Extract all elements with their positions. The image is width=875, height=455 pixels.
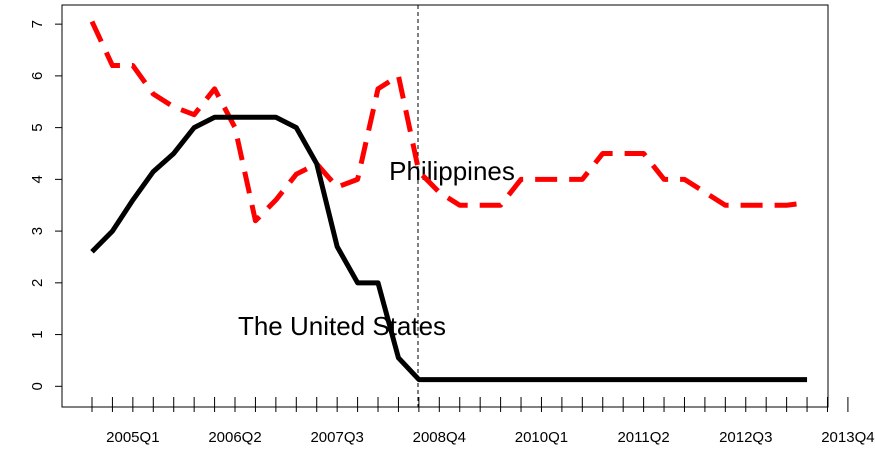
x-tick-label: 2007Q3	[310, 429, 363, 446]
x-tick-label: 2012Q3	[719, 429, 772, 446]
y-tick-label: 5	[29, 123, 46, 131]
y-tick-label: 3	[29, 227, 46, 235]
annotation: The United States	[238, 311, 446, 341]
series-line	[90, 114, 808, 383]
y-tick-label: 2	[29, 279, 46, 287]
y-tick-label: 1	[29, 330, 46, 338]
plot-box	[61, 4, 829, 408]
x-tick-label: 2013Q4	[821, 429, 874, 446]
y-tick-label: 4	[29, 175, 46, 183]
y-tick-label: 7	[29, 20, 46, 28]
series-line	[89, 20, 808, 224]
x-tick-label: 2008Q4	[413, 429, 466, 446]
annotation: Philippines	[389, 156, 515, 186]
y-tick-label: 0	[29, 382, 46, 390]
y-tick-label: 6	[29, 72, 46, 80]
x-tick-label: 2010Q1	[515, 429, 568, 446]
x-tick-label: 2011Q2	[617, 429, 669, 446]
x-tick-label: 2005Q1	[106, 429, 159, 446]
x-tick-label: 2006Q2	[208, 429, 261, 446]
